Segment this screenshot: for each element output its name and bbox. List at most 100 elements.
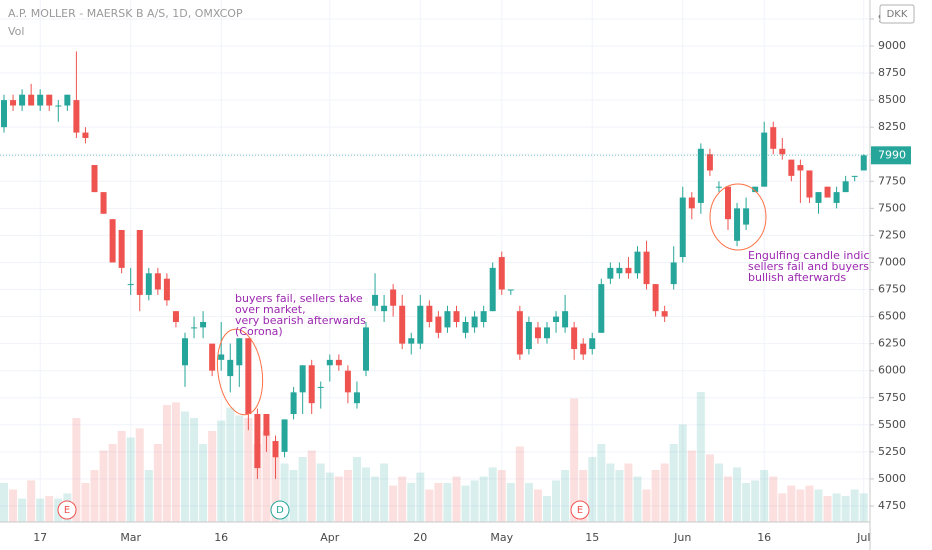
candle-body bbox=[634, 251, 641, 274]
candle-body bbox=[73, 100, 80, 133]
volume-bar bbox=[579, 470, 588, 522]
candle-body bbox=[553, 316, 560, 322]
candle-body bbox=[100, 192, 107, 214]
y-tick-label: 5500 bbox=[878, 418, 906, 431]
candle-body bbox=[670, 262, 677, 285]
volume-bar bbox=[778, 493, 787, 522]
volume-bar bbox=[36, 498, 45, 522]
volume-bar bbox=[796, 489, 805, 522]
candle-body bbox=[281, 419, 288, 452]
volume-bar bbox=[262, 431, 271, 522]
y-tick-label: 6250 bbox=[878, 337, 906, 350]
event-label[interactable]: D bbox=[276, 505, 284, 516]
currency[interactable]: DKK bbox=[887, 9, 908, 20]
candle-body bbox=[381, 305, 388, 312]
candle-body bbox=[154, 273, 161, 290]
annotation-text: over market, bbox=[235, 303, 306, 316]
candle-body bbox=[82, 132, 89, 138]
volume-bar bbox=[171, 402, 180, 522]
currency-box[interactable] bbox=[879, 4, 915, 24]
volume-bar bbox=[678, 424, 687, 522]
volume-bar bbox=[81, 483, 90, 522]
volume-bar bbox=[760, 470, 769, 522]
y-tick-label: 8500 bbox=[878, 93, 906, 106]
y-tick-label: 8250 bbox=[878, 120, 906, 133]
candle-body bbox=[417, 305, 424, 344]
candle-body bbox=[860, 155, 867, 171]
candle-body bbox=[507, 289, 514, 291]
candle-body bbox=[182, 338, 188, 366]
annotation-text: (Corona) bbox=[235, 325, 283, 338]
candle-body bbox=[607, 267, 614, 279]
volume-bar bbox=[90, 470, 99, 522]
event-label[interactable]: E bbox=[577, 505, 583, 516]
candle-body bbox=[64, 94, 71, 106]
volume-bar bbox=[615, 470, 624, 522]
candle-body bbox=[715, 186, 722, 188]
volume-bar bbox=[18, 498, 27, 522]
volume-bar bbox=[742, 483, 751, 522]
volume-bar bbox=[533, 489, 542, 522]
event-label[interactable]: E bbox=[64, 505, 70, 516]
candle-body bbox=[227, 359, 234, 377]
candle-body bbox=[706, 154, 713, 171]
axes: 4750 5000 5250 5500 5750 6000 6250 6500 6750 7000… bbox=[0, 12, 911, 544]
y-tick-label: 6500 bbox=[878, 310, 906, 323]
volume-bar bbox=[787, 485, 796, 522]
candle-body bbox=[752, 186, 759, 193]
event-marker[interactable] bbox=[270, 500, 290, 520]
candle-body bbox=[471, 316, 478, 328]
volume-bar bbox=[588, 457, 597, 522]
volume-bar bbox=[570, 398, 579, 522]
x-tick-label: 17 bbox=[33, 531, 47, 544]
candle-body bbox=[1, 100, 7, 128]
annotation-text: very bearish afterwards bbox=[235, 314, 366, 327]
volume-bar bbox=[352, 457, 361, 522]
volume-bar bbox=[0, 483, 8, 522]
candle-body bbox=[299, 365, 306, 393]
last-price-label: 7990 bbox=[878, 148, 906, 161]
volume-bar bbox=[316, 463, 325, 522]
highlight-ellipse bbox=[216, 328, 264, 416]
volume-bar bbox=[253, 444, 262, 522]
volume bbox=[0, 392, 868, 522]
volume-bar bbox=[280, 463, 289, 522]
x-tick-label: Jul bbox=[856, 531, 870, 544]
volume-bar bbox=[398, 476, 407, 522]
event-marker[interactable] bbox=[570, 500, 590, 520]
volume-bar bbox=[199, 444, 208, 522]
volume-bar bbox=[181, 411, 189, 522]
candle-body bbox=[806, 170, 813, 198]
candle-body bbox=[562, 311, 569, 328]
y-tick-label: 7250 bbox=[878, 228, 906, 241]
volume-bar bbox=[425, 489, 434, 522]
highlight-ellipse bbox=[709, 183, 767, 251]
volume-bar bbox=[235, 415, 244, 522]
x-tick-label: Mar bbox=[120, 531, 141, 544]
volume-bar bbox=[524, 483, 533, 522]
candle-body bbox=[734, 208, 741, 241]
candle-body bbox=[317, 386, 324, 388]
candle-body bbox=[516, 311, 523, 355]
y-tick-label: 7000 bbox=[878, 255, 906, 268]
candle-body bbox=[28, 94, 35, 106]
event-marker[interactable] bbox=[57, 500, 77, 520]
volume-bar bbox=[769, 476, 778, 522]
y-tick-label: 5250 bbox=[878, 445, 906, 458]
volume-bar bbox=[724, 476, 732, 522]
volume-bar bbox=[135, 428, 144, 522]
volume-bar bbox=[461, 485, 470, 522]
candle-body bbox=[236, 338, 243, 366]
candle-body bbox=[145, 273, 152, 295]
volume-bar bbox=[271, 457, 280, 522]
volume-bar bbox=[814, 489, 823, 522]
volume-bar bbox=[144, 470, 153, 522]
candle-body bbox=[625, 267, 632, 274]
candle-body bbox=[127, 284, 134, 286]
volume-bar bbox=[371, 476, 380, 522]
volume-bar bbox=[633, 476, 642, 522]
volume-bar bbox=[832, 493, 841, 522]
candle-body bbox=[218, 354, 225, 360]
last-price-box bbox=[871, 146, 911, 165]
candle-body bbox=[263, 413, 270, 436]
